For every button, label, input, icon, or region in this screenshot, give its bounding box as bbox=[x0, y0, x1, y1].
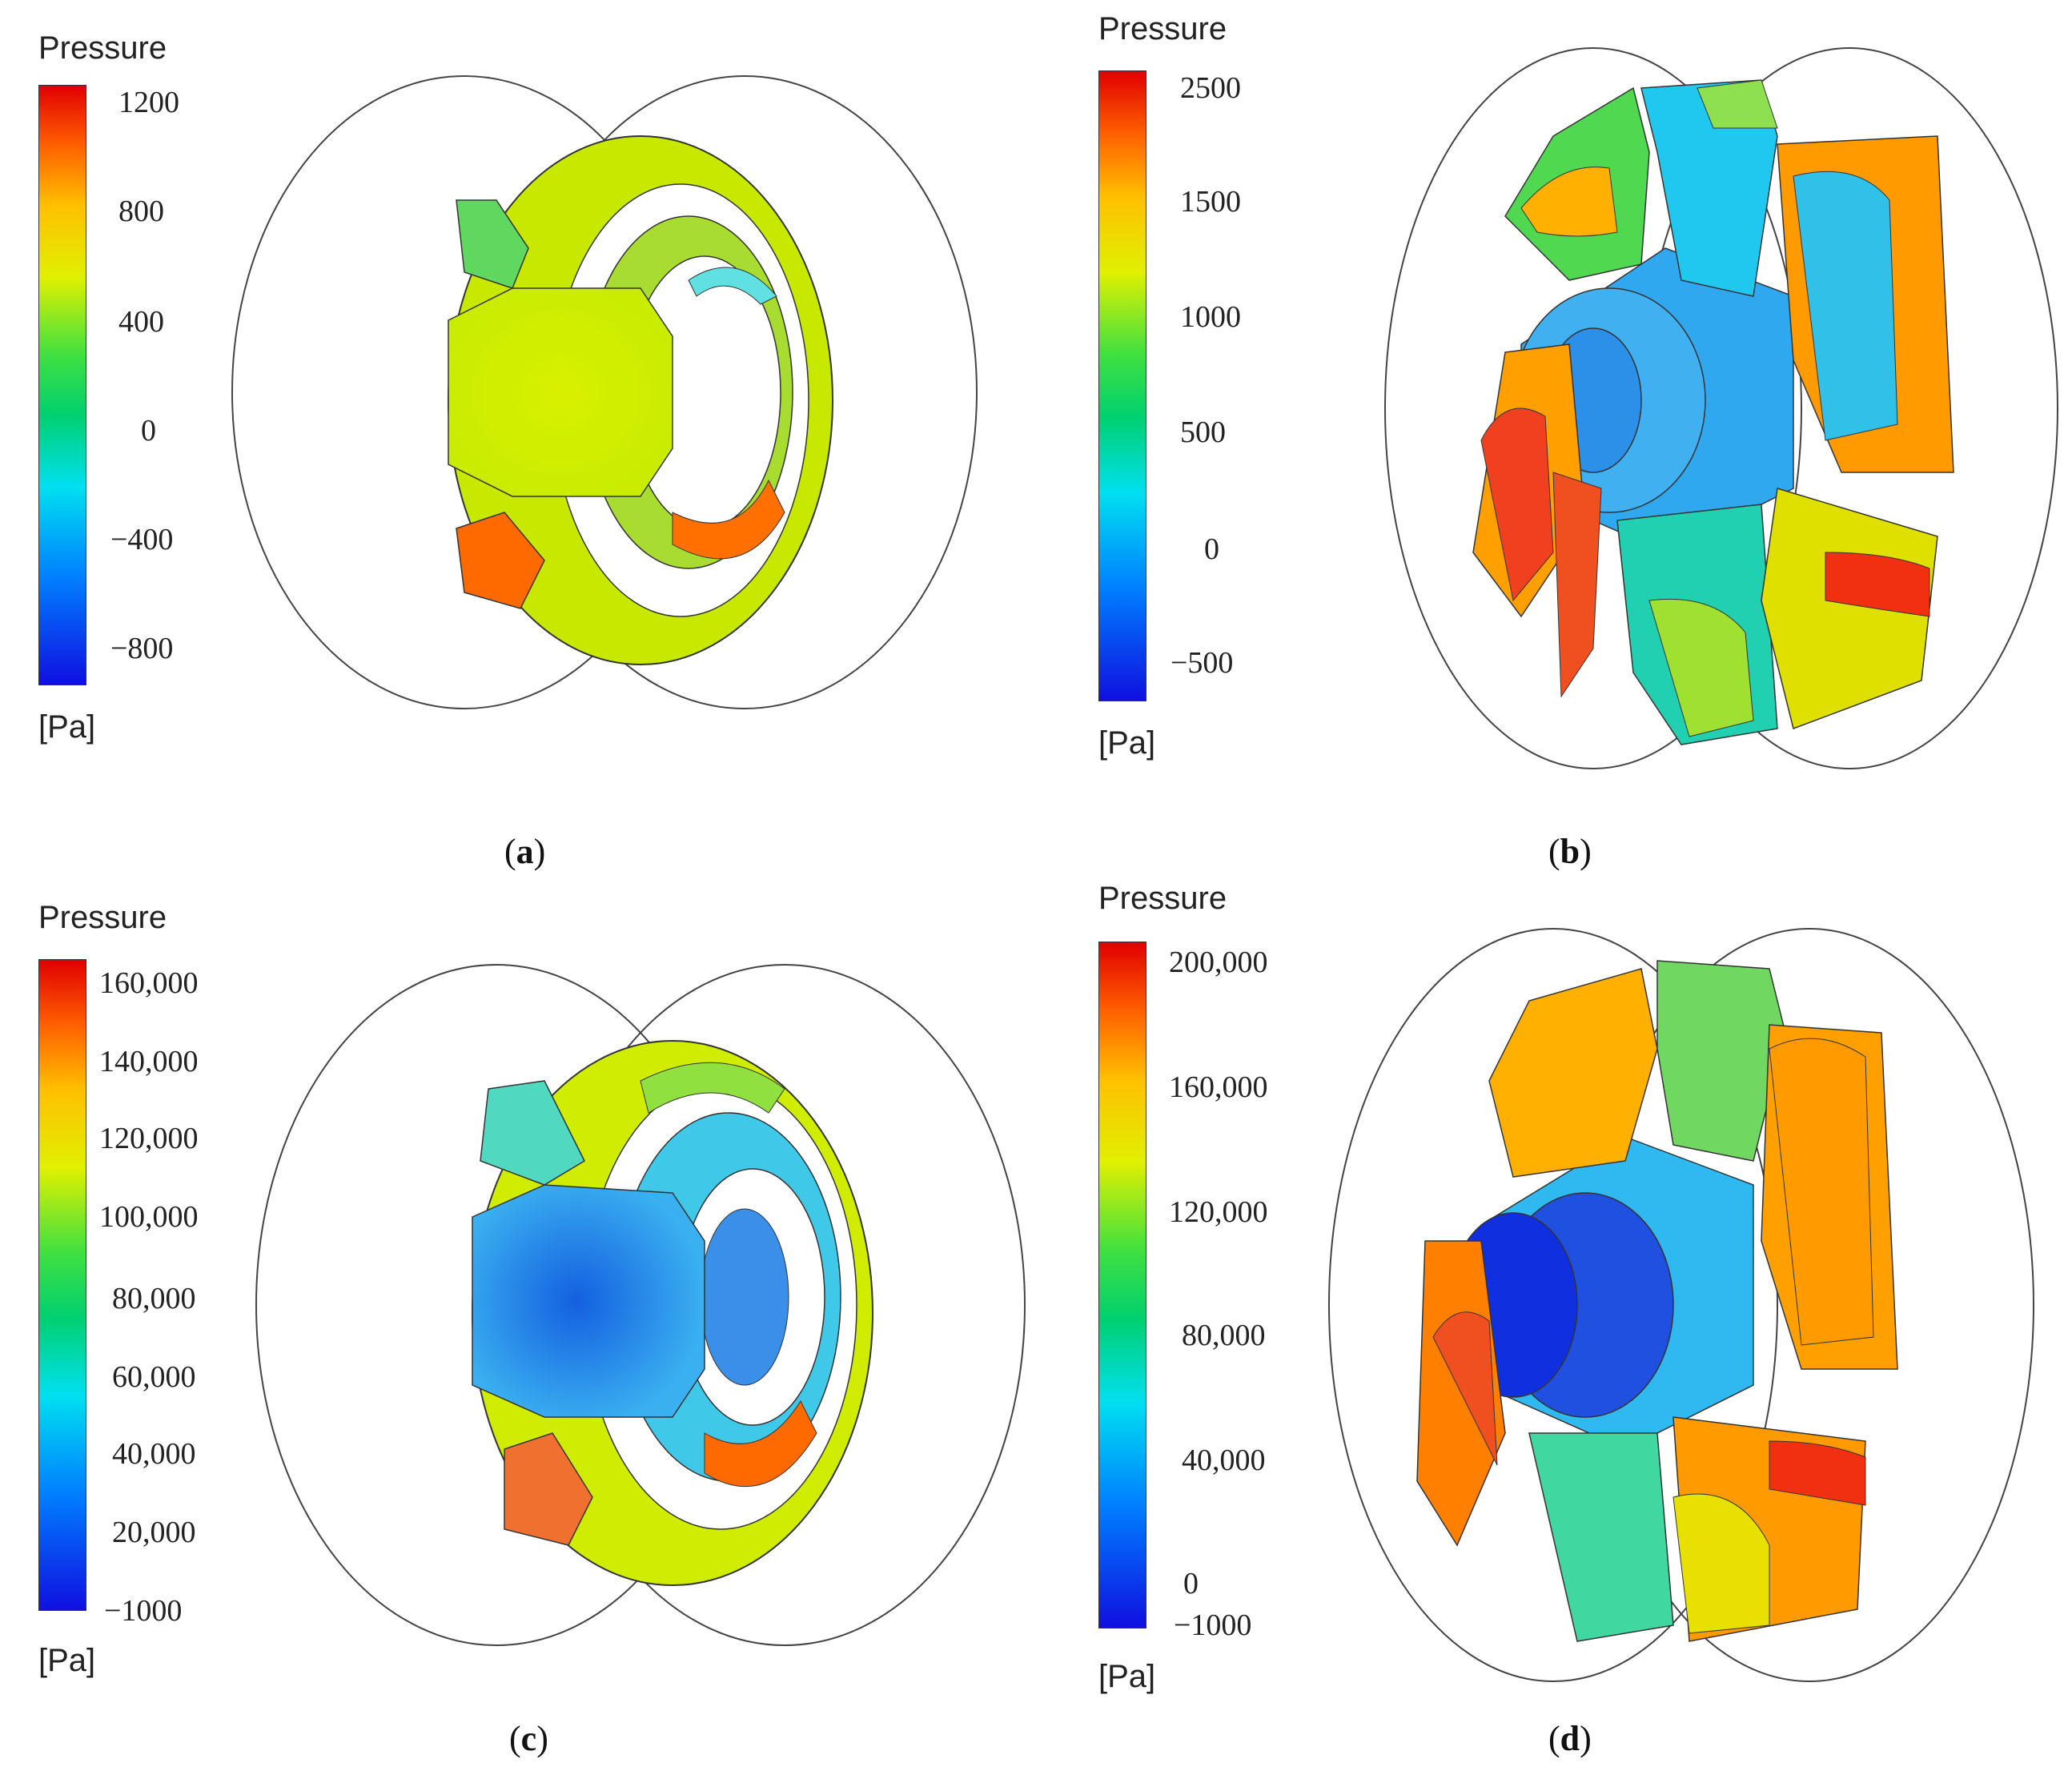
pressure-contour-figure bbox=[255, 964, 1026, 1646]
legend-title: Pressure bbox=[38, 900, 167, 935]
tick-label: −400 bbox=[110, 523, 174, 556]
legend-title: Pressure bbox=[1098, 11, 1227, 46]
tick-label: 80,000 bbox=[112, 1282, 196, 1315]
tick-label: 80,000 bbox=[1182, 1319, 1266, 1352]
legend-title: Pressure bbox=[1098, 881, 1227, 916]
unit-label: [Pa] bbox=[38, 1643, 96, 1678]
tick-label: −1000 bbox=[1174, 1608, 1252, 1642]
color-scale-bar bbox=[38, 959, 86, 1611]
tick-label: 500 bbox=[1180, 416, 1226, 449]
tick-label: −500 bbox=[1171, 646, 1234, 680]
tick-label: 2500 bbox=[1180, 71, 1241, 105]
tick-label: 200,000 bbox=[1169, 946, 1268, 979]
panel-caption: (d) bbox=[1548, 1719, 1592, 1758]
tick-label: 160,000 bbox=[1169, 1070, 1268, 1104]
unit-label: [Pa] bbox=[38, 709, 96, 745]
tick-label: 0 bbox=[141, 414, 156, 448]
legend-title: Pressure bbox=[38, 30, 167, 66]
tick-label: 0 bbox=[1183, 1567, 1199, 1600]
tick-label: 1500 bbox=[1180, 185, 1241, 219]
panel-caption: (b) bbox=[1548, 832, 1592, 871]
tick-label: 40,000 bbox=[1182, 1444, 1266, 1477]
tick-label: 120,000 bbox=[99, 1122, 199, 1155]
tick-label: 0 bbox=[1204, 532, 1219, 566]
panel-caption: (a) bbox=[504, 832, 546, 871]
pressure-contour-figure bbox=[1384, 47, 2058, 769]
tick-label: 160,000 bbox=[99, 966, 199, 1000]
pressure-contour-figure bbox=[1328, 928, 2034, 1682]
tick-label: 60,000 bbox=[112, 1360, 196, 1394]
color-scale-bar bbox=[38, 85, 86, 685]
tick-label: 400 bbox=[118, 305, 164, 339]
tick-label: 100,000 bbox=[99, 1200, 199, 1234]
pressure-contour-figure bbox=[231, 75, 978, 709]
tick-label: 1200 bbox=[118, 86, 179, 119]
tick-label: 800 bbox=[118, 195, 164, 228]
unit-label: [Pa] bbox=[1098, 1659, 1156, 1694]
color-scale-bar bbox=[1098, 942, 1146, 1628]
tick-label: 140,000 bbox=[99, 1045, 199, 1078]
panel-caption: (c) bbox=[509, 1719, 548, 1758]
tick-label: 20,000 bbox=[112, 1516, 196, 1549]
tick-label: −1000 bbox=[104, 1594, 183, 1628]
tick-label: 40,000 bbox=[112, 1437, 196, 1471]
tick-label: −800 bbox=[110, 632, 174, 665]
tick-label: 1000 bbox=[1180, 300, 1241, 334]
color-scale-bar bbox=[1098, 70, 1146, 701]
unit-label: [Pa] bbox=[1098, 725, 1156, 761]
tick-label: 120,000 bbox=[1169, 1195, 1268, 1229]
